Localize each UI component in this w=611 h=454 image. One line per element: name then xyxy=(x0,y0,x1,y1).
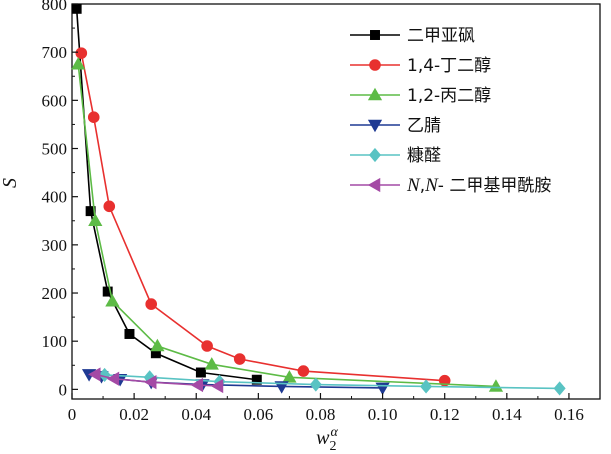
legend-entry-1: 1,4-丁二醇 xyxy=(350,56,491,76)
y-tick-label: 500 xyxy=(42,140,68,159)
series-4-point-3 xyxy=(309,377,322,392)
y-tick-label: 100 xyxy=(42,332,68,351)
series-4-point-5 xyxy=(553,381,566,396)
series-0-point-6 xyxy=(251,374,262,385)
series-4-point-4 xyxy=(420,379,433,394)
y-tick-label: 300 xyxy=(42,236,68,255)
series-5-point-0 xyxy=(88,367,101,382)
legend-entry-2: 1,2-丙二醇 xyxy=(350,86,491,106)
series-5-point-2 xyxy=(143,375,157,390)
legend-label-5: N,N- 二甲基甲酰胺 xyxy=(406,175,551,196)
legend-marker-3 xyxy=(367,119,383,133)
series-2-point-3 xyxy=(150,338,165,352)
series-2-point-5 xyxy=(282,370,297,383)
legend-entry-5: N,N- 二甲基甲酰胺 xyxy=(350,175,551,196)
series-1 xyxy=(75,47,451,387)
series-0-point-5 xyxy=(195,367,206,378)
series-5-point-3 xyxy=(190,377,204,393)
x-tick-label: 0.10 xyxy=(368,405,398,424)
x-tick-label: 0.06 xyxy=(243,405,273,424)
series-3-point-6 xyxy=(375,382,390,396)
legend-marker-2 xyxy=(367,87,383,101)
legend-label-5-italic-b: N xyxy=(424,175,439,196)
x-axis-title-sub: 2 xyxy=(329,439,336,454)
series-0-point-0 xyxy=(71,3,82,14)
x-axis-title-sup: α xyxy=(330,425,338,440)
series-0-point-1 xyxy=(85,206,96,217)
plot-area xyxy=(71,3,601,400)
legend-marker-1 xyxy=(369,59,381,71)
legend-label-1: 1,4-丁二醇 xyxy=(407,56,491,76)
legend-marker-shape-5 xyxy=(367,177,381,193)
series-2-point-4 xyxy=(204,357,219,370)
series-5-point-4 xyxy=(210,378,224,394)
legend-label-5-sep: , xyxy=(420,176,425,196)
legend-label-3: 乙腈 xyxy=(407,116,441,136)
legend: 二甲亚砜 1,4-丁二醇 1,2-丙二醇 乙腈 糠醛 N,N- 二甲基甲酰胺 xyxy=(350,26,551,196)
legend-label-0: 二甲亚砜 xyxy=(407,26,475,46)
x-tick-label: 0.08 xyxy=(306,405,336,424)
x-tick-label: 0.12 xyxy=(430,405,460,424)
series-1-point-5 xyxy=(233,353,246,365)
legend-marker-shape-4 xyxy=(368,147,382,163)
series-0-point-2 xyxy=(102,286,113,297)
legend-label-2: 1,2-丙二醇 xyxy=(407,86,491,106)
x-tick-label: 0 xyxy=(68,405,77,424)
series-1-point-0 xyxy=(75,47,88,59)
series-1-point-3 xyxy=(145,298,157,310)
legend-label-4: 糠醛 xyxy=(407,145,441,166)
series-line-0 xyxy=(75,8,257,381)
y-tick-label: 800 xyxy=(42,0,68,14)
series-5 xyxy=(88,367,224,394)
x-axis-title: w2α xyxy=(316,425,338,454)
series-2-point-6 xyxy=(488,379,504,392)
x-tick-label: 0.02 xyxy=(119,405,149,424)
y-tick-label: 0 xyxy=(59,380,68,399)
series-line-2 xyxy=(77,64,496,388)
axes-layer: 0 0.02 0.04 0.06 0.08 0.10 0.12 0.14 0.16 0 100 200… xyxy=(42,0,584,424)
series-line-1 xyxy=(80,52,445,382)
y-tick-label: 200 xyxy=(42,284,68,303)
legend-marker-shape-0 xyxy=(370,30,380,40)
series-0 xyxy=(71,3,262,385)
series-1-point-2 xyxy=(103,200,116,213)
x-axis-title-main: w xyxy=(316,427,330,449)
legend-marker-shape-1 xyxy=(369,59,381,71)
legend-entry-0: 二甲亚砜 xyxy=(350,26,475,46)
series-2 xyxy=(71,57,504,392)
legend-marker-5 xyxy=(367,177,381,193)
legend-marker-shape-3 xyxy=(367,119,383,133)
y-tick-label: 600 xyxy=(42,91,68,110)
series-2-point-2 xyxy=(105,294,120,307)
plot-frame xyxy=(71,3,601,400)
legend-entry-3: 乙腈 xyxy=(350,116,441,136)
y-tick-label: 400 xyxy=(42,188,68,207)
legend-marker-shape-2 xyxy=(367,87,383,101)
y-tick-label: 700 xyxy=(42,43,68,62)
series-1-point-6 xyxy=(297,365,310,377)
legend-entry-4: 糠醛 xyxy=(350,145,441,166)
legend-label-5-rest: - 二甲基甲酰胺 xyxy=(438,176,552,196)
series-layer xyxy=(71,3,566,396)
legend-marker-0 xyxy=(370,30,380,40)
series-4-point-0 xyxy=(98,367,111,382)
series-2-point-0 xyxy=(71,57,86,70)
series-1-point-1 xyxy=(87,111,100,124)
series-line-4 xyxy=(104,374,560,390)
y-axis-title: S xyxy=(0,178,21,188)
series-0-point-3 xyxy=(124,328,135,339)
series-5-point-1 xyxy=(106,371,120,386)
series-1-point-4 xyxy=(201,340,213,352)
x-tick-label: 0.04 xyxy=(181,405,211,424)
series-2-point-1 xyxy=(88,213,103,227)
x-tick-label: 0.16 xyxy=(554,405,584,424)
legend-label-5-italic-a: N xyxy=(406,175,421,196)
legend-marker-4 xyxy=(368,147,382,163)
x-tick-label: 0.14 xyxy=(492,405,522,424)
